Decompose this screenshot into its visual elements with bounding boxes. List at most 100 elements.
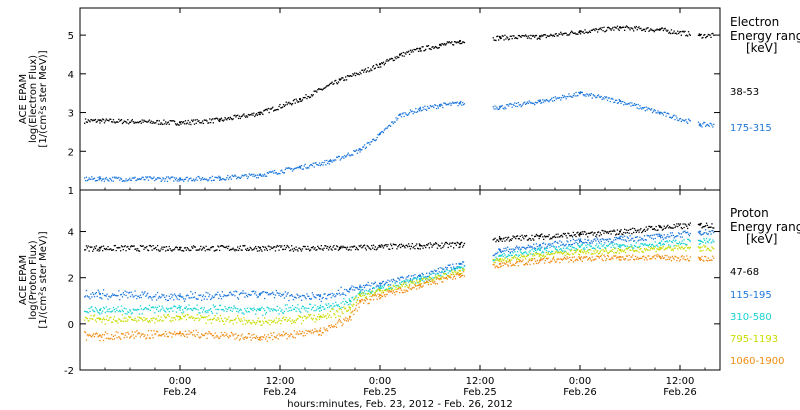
data-point-2-4-1 <box>178 331 182 335</box>
data-point-2-3-3 <box>318 315 322 319</box>
data-point-2-4-10 <box>538 259 542 262</box>
data-point-2-4-0 <box>98 334 102 337</box>
y-tick-label-2-0: -2 <box>64 366 74 377</box>
panel-frame-2 <box>79 189 721 371</box>
data-point-2-0-2 <box>258 246 262 249</box>
data-point-1-1-14 <box>578 92 582 95</box>
legend-title-1-1: Energy ranges <box>730 29 800 43</box>
data-point-1-1-6 <box>358 148 362 151</box>
data-point-2-3-2 <box>258 320 262 323</box>
legend-title-1-0: Electron <box>730 15 779 29</box>
data-point-2-1-9 <box>498 248 502 252</box>
data-point-2-1-13 <box>658 235 662 238</box>
y-tick-label-2-2: 2 <box>68 274 74 285</box>
data-point-2-3-9 <box>498 258 502 261</box>
data-point-2-0-1 <box>178 246 182 249</box>
y-tick-label-2-1: 0 <box>68 320 74 331</box>
legend-title-2-0: Proton <box>730 206 769 220</box>
legend-entry-2-1: 115-195 <box>730 290 772 301</box>
data-point-2-2-10 <box>538 248 542 252</box>
data-point-2-2-6 <box>378 286 382 290</box>
data-point-2-4-3 <box>318 329 322 332</box>
data-point-2-4-9 <box>498 262 502 265</box>
data-point-1-1-9 <box>418 107 422 110</box>
data-point-2-0-5 <box>418 244 422 247</box>
data-point-2-4-14 <box>698 256 702 260</box>
data-point-1-1-12 <box>498 105 502 108</box>
legend-entry-2-2: 310-580 <box>730 312 772 323</box>
data-point-2-2-13 <box>658 241 662 245</box>
data-point-2-2-0 <box>98 308 102 312</box>
data-point-2-0-6 <box>458 243 462 246</box>
data-point-2-1-12 <box>618 237 622 240</box>
x-tick-date-4: Feb.26 <box>563 387 597 398</box>
data-point-1-0-4 <box>298 97 302 101</box>
legend-entry-2-3: 795-1193 <box>730 334 778 345</box>
data-point-2-2-14 <box>698 239 702 242</box>
x-tick-time-3: 12:00 <box>466 376 495 387</box>
data-point-1-1-4 <box>298 165 302 168</box>
data-point-2-3-13 <box>658 246 662 249</box>
data-point-1-0-15 <box>658 28 662 31</box>
data-point-1-1-2 <box>218 176 222 179</box>
series-2-47-68 <box>84 222 715 252</box>
y-tick-label-2-3: 4 <box>68 228 74 239</box>
series-2-310-580 <box>84 237 715 317</box>
y-axis-label-2-1: log(Proton Flux) <box>28 240 39 319</box>
data-point-2-4-12 <box>618 255 622 259</box>
y-axis-label-1-1: log(Electron Flux) <box>28 55 39 143</box>
data-point-2-2-8 <box>458 266 462 269</box>
data-point-2-1-7 <box>418 274 422 277</box>
x-tick-time-4: 0:00 <box>569 376 591 387</box>
data-point-2-2-7 <box>418 277 422 280</box>
data-point-2-0-8 <box>538 235 542 238</box>
data-point-1-1-5 <box>328 159 332 163</box>
y-tick-label-1-2: 3 <box>68 109 74 120</box>
data-point-2-3-10 <box>538 253 542 256</box>
data-point-2-0-10 <box>618 230 622 233</box>
x-tick-date-0: Feb.24 <box>163 387 197 398</box>
data-point-1-1-17 <box>698 123 702 126</box>
data-point-2-1-11 <box>578 239 582 242</box>
x-tick-date-2: Feb.25 <box>363 387 397 398</box>
data-point-2-4-2 <box>258 336 262 339</box>
data-point-1-0-2 <box>218 118 222 121</box>
data-point-2-4-5 <box>358 299 362 302</box>
data-point-1-1-3 <box>258 173 262 176</box>
data-point-1-0-0 <box>98 119 102 122</box>
data-point-2-4-13 <box>658 255 662 259</box>
data-point-1-0-13 <box>578 30 582 33</box>
data-point-1-0-5 <box>338 78 342 81</box>
data-point-1-0-9 <box>438 43 442 46</box>
data-point-1-1-15 <box>618 99 622 103</box>
series-2-115-195 <box>84 229 715 302</box>
data-point-2-1-14 <box>698 230 702 233</box>
legend-entry-2-0: 47-68 <box>730 267 759 278</box>
data-point-2-1-1 <box>178 295 182 298</box>
data-point-1-1-10 <box>438 103 442 106</box>
data-point-1-1-8 <box>398 113 402 116</box>
data-point-2-4-4 <box>348 315 352 319</box>
data-point-2-0-0 <box>98 246 102 249</box>
x-tick-date-3: Feb.25 <box>463 387 497 398</box>
data-point-2-3-0 <box>98 318 102 321</box>
data-point-2-3-7 <box>418 280 422 283</box>
data-point-1-0-3 <box>258 111 262 114</box>
data-point-2-0-7 <box>498 237 502 240</box>
data-point-2-4-6 <box>378 293 382 297</box>
data-point-2-1-2 <box>258 292 262 295</box>
data-point-2-4-8 <box>458 273 462 276</box>
data-point-1-1-16 <box>658 111 662 114</box>
data-point-2-2-11 <box>578 245 582 248</box>
data-point-2-1-6 <box>378 282 382 285</box>
data-point-2-3-11 <box>578 250 582 253</box>
legend-title-2-1: Energy ranges <box>730 220 800 234</box>
data-point-2-1-0 <box>98 292 102 295</box>
legend-title-2-2: [keV] <box>746 232 777 246</box>
series-1-38-53 <box>84 25 715 126</box>
legend-entry-2-4: 1060-1900 <box>730 356 785 367</box>
y-tick-label-1-3: 4 <box>68 70 74 81</box>
y-axis-label-1-0: ACE EPAM <box>18 74 29 124</box>
data-point-1-1-7 <box>378 132 382 135</box>
data-point-2-2-1 <box>178 306 182 309</box>
